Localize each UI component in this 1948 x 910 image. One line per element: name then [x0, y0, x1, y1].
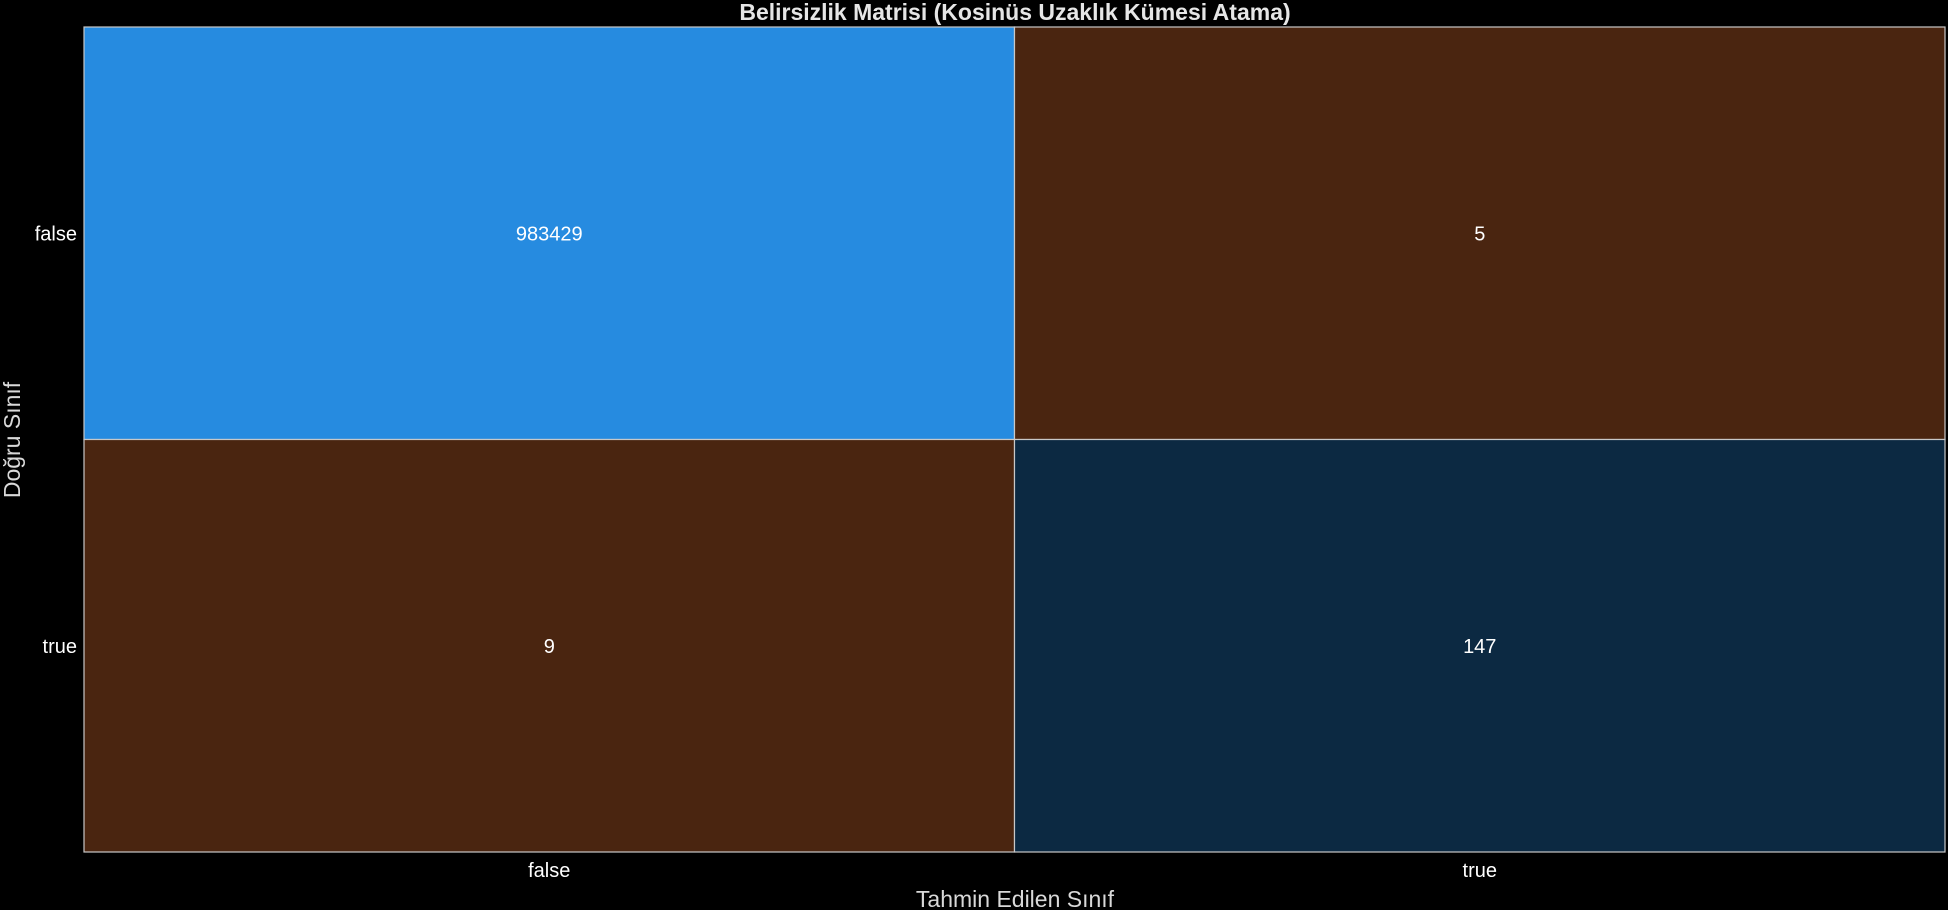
heatmap-cell-false-true: [1013, 26, 1946, 441]
cell-value-true-false: 9: [544, 636, 555, 658]
x-tick-label-false: false: [528, 860, 570, 882]
cell-value-labels: 983429 5 9 147: [516, 223, 1497, 658]
x-axis-ticks: false true: [528, 860, 1497, 882]
y-axis-label: Doğru Sınıf: [0, 381, 25, 498]
cell-value-false-true: 5: [1474, 223, 1485, 245]
heatmap-cell-false-false: [83, 26, 1016, 441]
x-axis-label: Tahmin Edilen Sınıf: [916, 886, 1115, 910]
chart-title: Belirsizlik Matrisi (Kosinüs Uzaklık Küm…: [739, 0, 1290, 25]
x-tick-label-true: true: [1463, 860, 1497, 882]
y-tick-label-true: true: [43, 636, 77, 658]
y-axis-ticks: false true: [35, 223, 77, 658]
cell-value-false-false: 983429: [516, 223, 583, 245]
heatmap-cells: [83, 26, 1946, 853]
y-tick-label-false: false: [35, 223, 77, 245]
heatmap-cell-true-false: [83, 438, 1016, 853]
heatmap-cell-true-true: [1013, 438, 1946, 853]
cell-value-true-true: 147: [1463, 636, 1496, 658]
